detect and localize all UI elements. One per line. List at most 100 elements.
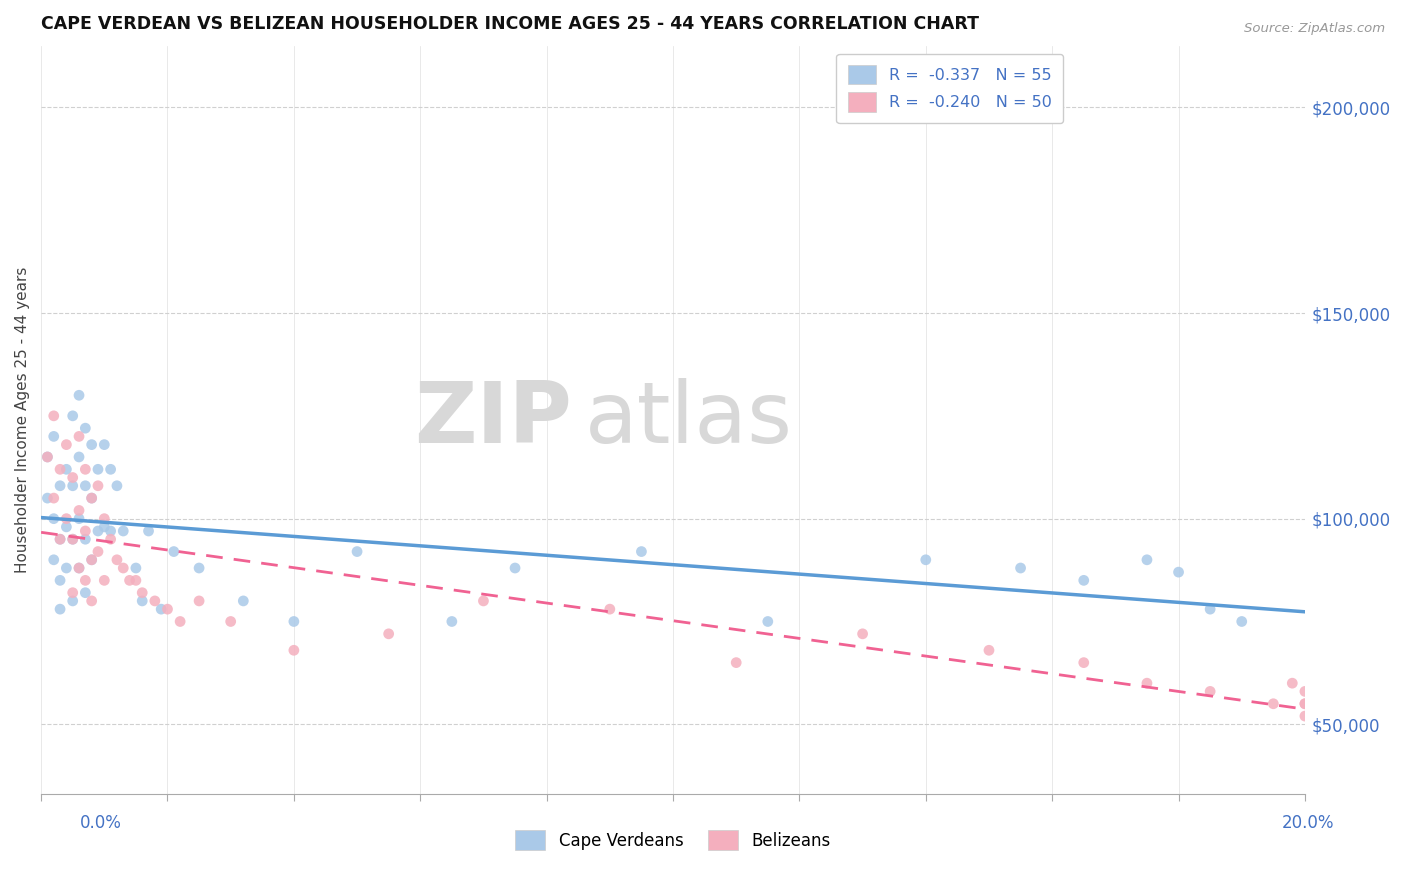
Point xyxy=(37,491,59,505)
Point xyxy=(131,585,153,599)
Point xyxy=(472,594,495,608)
Point xyxy=(62,594,84,608)
Text: 20.0%: 20.0% xyxy=(1281,814,1334,831)
Point xyxy=(1263,697,1285,711)
Point xyxy=(87,524,110,538)
Point xyxy=(1136,676,1159,690)
Point xyxy=(62,533,84,547)
Point xyxy=(440,615,463,629)
Point xyxy=(67,561,90,575)
Point xyxy=(55,462,77,476)
Point xyxy=(1167,565,1189,579)
Point xyxy=(49,462,72,476)
Point xyxy=(100,533,122,547)
Point xyxy=(725,656,748,670)
Text: ZIP: ZIP xyxy=(415,378,572,461)
Point xyxy=(503,561,526,575)
Point xyxy=(75,585,97,599)
Point xyxy=(1294,697,1316,711)
Point xyxy=(105,553,128,567)
Point xyxy=(112,561,135,575)
Point xyxy=(49,479,72,493)
Point xyxy=(125,561,148,575)
Point xyxy=(75,524,97,538)
Point xyxy=(143,594,166,608)
Point xyxy=(42,409,65,423)
Point xyxy=(125,574,148,588)
Point xyxy=(62,533,84,547)
Point xyxy=(105,479,128,493)
Point xyxy=(219,615,242,629)
Point xyxy=(1073,574,1095,588)
Point xyxy=(1073,656,1095,670)
Text: 0.0%: 0.0% xyxy=(80,814,122,831)
Point xyxy=(1010,561,1032,575)
Point xyxy=(346,544,368,558)
Point xyxy=(1199,602,1222,616)
Point xyxy=(67,388,90,402)
Point xyxy=(67,511,90,525)
Point xyxy=(93,437,115,451)
Point xyxy=(80,491,103,505)
Point xyxy=(80,553,103,567)
Point xyxy=(55,511,77,525)
Point xyxy=(62,470,84,484)
Point xyxy=(62,479,84,493)
Point xyxy=(87,479,110,493)
Point xyxy=(112,524,135,538)
Point xyxy=(232,594,254,608)
Point xyxy=(49,574,72,588)
Point xyxy=(75,574,97,588)
Point xyxy=(377,627,399,641)
Point xyxy=(188,594,211,608)
Point xyxy=(93,520,115,534)
Point xyxy=(80,491,103,505)
Point xyxy=(55,520,77,534)
Point xyxy=(42,553,65,567)
Point xyxy=(87,462,110,476)
Point xyxy=(630,544,652,558)
Point xyxy=(80,594,103,608)
Point xyxy=(1199,684,1222,698)
Point xyxy=(42,511,65,525)
Point xyxy=(100,524,122,538)
Point xyxy=(75,421,97,435)
Point xyxy=(49,533,72,547)
Point xyxy=(131,594,153,608)
Point xyxy=(37,450,59,464)
Point xyxy=(49,533,72,547)
Point xyxy=(156,602,179,616)
Text: CAPE VERDEAN VS BELIZEAN HOUSEHOLDER INCOME AGES 25 - 44 YEARS CORRELATION CHART: CAPE VERDEAN VS BELIZEAN HOUSEHOLDER INC… xyxy=(41,15,979,33)
Point xyxy=(1294,684,1316,698)
Point xyxy=(75,462,97,476)
Point xyxy=(118,574,141,588)
Point xyxy=(599,602,621,616)
Point xyxy=(1136,553,1159,567)
Point xyxy=(67,561,90,575)
Point xyxy=(75,533,97,547)
Legend: R =  -0.337   N = 55, R =  -0.240   N = 50: R = -0.337 N = 55, R = -0.240 N = 50 xyxy=(837,54,1063,123)
Point xyxy=(80,437,103,451)
Point xyxy=(283,643,305,657)
Point xyxy=(55,561,77,575)
Point xyxy=(93,511,115,525)
Point xyxy=(67,450,90,464)
Point xyxy=(62,409,84,423)
Point xyxy=(93,574,115,588)
Point xyxy=(75,479,97,493)
Point xyxy=(283,615,305,629)
Point xyxy=(67,429,90,443)
Text: Source: ZipAtlas.com: Source: ZipAtlas.com xyxy=(1244,22,1385,36)
Point xyxy=(67,503,90,517)
Point xyxy=(42,429,65,443)
Point xyxy=(914,553,936,567)
Point xyxy=(87,544,110,558)
Point xyxy=(163,544,186,558)
Point xyxy=(169,615,191,629)
Point xyxy=(100,462,122,476)
Point xyxy=(62,585,84,599)
Point xyxy=(1294,697,1316,711)
Point xyxy=(756,615,779,629)
Point xyxy=(1281,676,1303,690)
Text: atlas: atlas xyxy=(585,378,793,461)
